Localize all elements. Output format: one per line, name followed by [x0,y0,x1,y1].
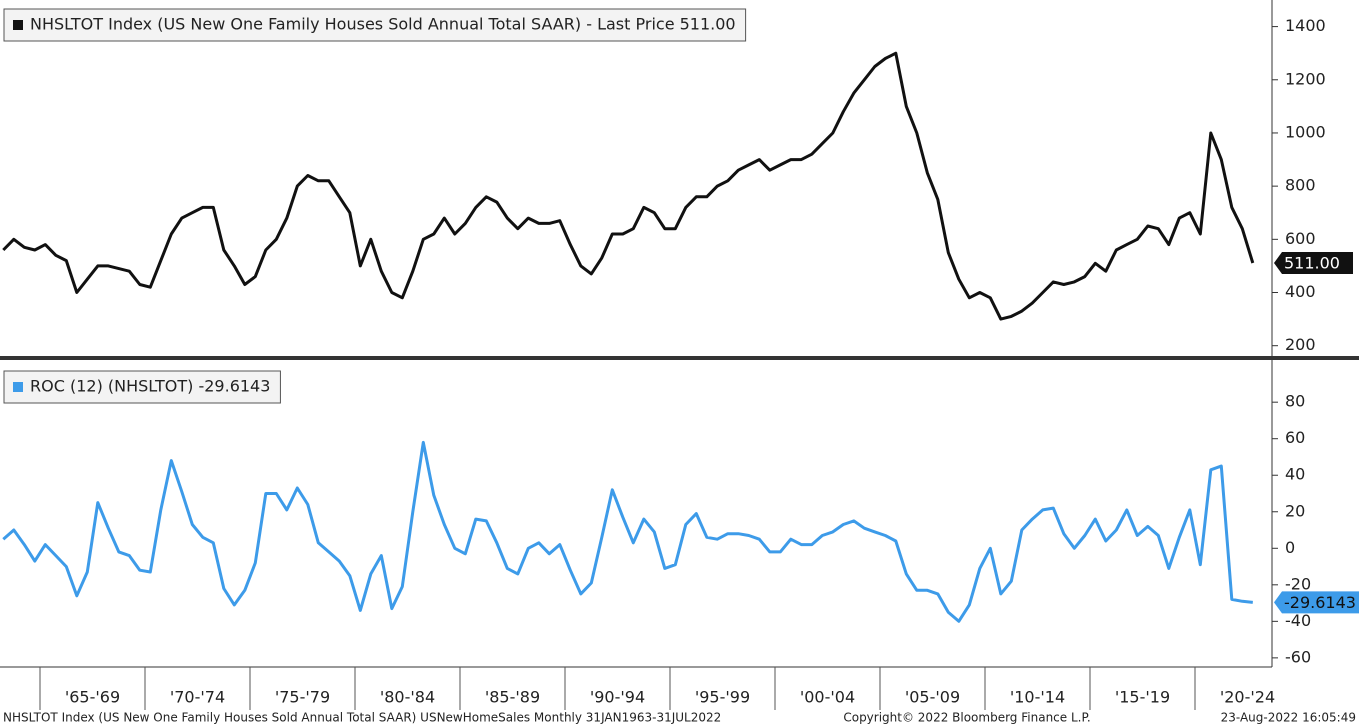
y-tick-label: 1400 [1285,16,1326,35]
data-line [2,440,1253,623]
y-tick-label: 0 [1285,538,1295,557]
last-value-label: 511.00 [1284,253,1340,272]
y-tick-label: -40 [1285,611,1311,630]
x-tick-label: '10-'14 [1010,688,1065,707]
x-tick-label: '00-'04 [800,688,855,707]
x-tick-label: '80-'84 [380,688,435,707]
legend-swatch [13,382,23,392]
y-tick-label: 800 [1285,176,1316,195]
footer-right: 23-Aug-2022 16:05:49 [1221,711,1356,725]
last-value-label: -29.6143 [1284,593,1356,612]
y-tick-label: -20 [1285,574,1311,593]
x-tick-label: '95-'99 [695,688,750,707]
legend-swatch [13,20,23,30]
x-tick-label: '05-'09 [905,688,960,707]
x-tick-label: '15-'19 [1115,688,1170,707]
y-tick-label: 80 [1285,392,1305,411]
y-tick-label: 40 [1285,465,1305,484]
y-tick-label: 200 [1285,335,1316,354]
last-value-marker [1274,251,1353,274]
legend-text: ROC (12) (NHSLTOT) -29.6143 [30,377,270,396]
legend: NHSLTOT Index (US New One Family Houses … [3,8,747,42]
legend-box [3,370,281,404]
last-value-marker [1274,591,1359,614]
legend-box [3,8,747,42]
legend: ROC (12) (NHSLTOT) -29.6143 [3,370,281,404]
data-line [2,51,1255,321]
x-tick-label: '65-'69 [65,688,120,707]
y-tick-label: 60 [1285,428,1305,447]
x-tick-label: '75-'79 [275,688,330,707]
y-tick-label: 1200 [1285,69,1326,88]
y-tick-label: 1000 [1285,122,1326,141]
footer-center: Copyright© 2022 Bloomberg Finance L.P. [843,711,1090,725]
y-tick-label: -60 [1285,647,1311,666]
y-tick-label: 400 [1285,282,1316,301]
x-tick-label: '70-'74 [170,688,225,707]
panel-divider [0,356,1359,360]
footer-left: NHSLTOT Index (US New One Family Houses … [3,711,721,725]
x-tick-label: '85-'89 [485,688,540,707]
legend-text: NHSLTOT Index (US New One Family Houses … [30,15,736,34]
y-tick-label: 600 [1285,229,1316,248]
x-tick-label: '20-'24 [1220,688,1275,707]
x-tick-label: '90-'94 [590,688,645,707]
y-tick-label: 20 [1285,501,1305,520]
